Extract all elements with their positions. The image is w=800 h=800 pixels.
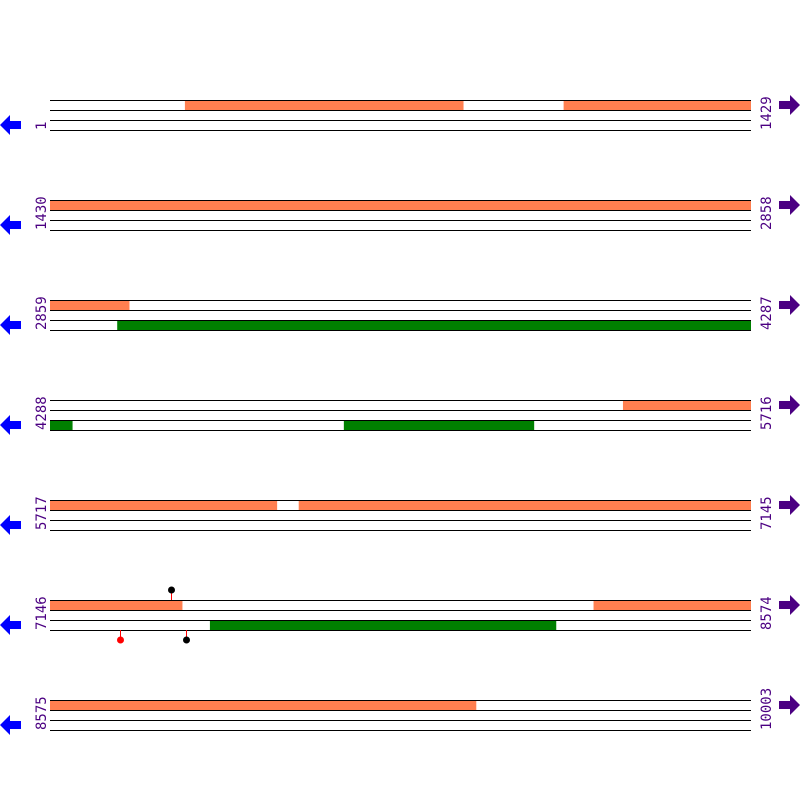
sequence-row: 1430 2858 [0, 195, 800, 235]
arrow-right-icon[interactable] [779, 295, 800, 315]
sequence-row: 5717 7145 [0, 495, 800, 535]
marker-dot[interactable] [117, 636, 124, 644]
row-end-label: 5716 [759, 396, 775, 430]
row-end-label: 4287 [759, 296, 775, 330]
top-strand-feature[interactable] [50, 500, 278, 510]
arrow-right-icon[interactable] [779, 395, 800, 415]
top-strand-feature[interactable] [50, 600, 183, 610]
row-end-label: 1429 [759, 96, 775, 130]
arrow-right-icon[interactable] [779, 695, 800, 715]
arrow-left-icon[interactable] [0, 515, 21, 535]
top-strand-feature[interactable] [622, 400, 751, 410]
arrow-right-icon[interactable] [779, 95, 800, 115]
marker-dot[interactable] [183, 636, 190, 644]
arrow-left-icon[interactable] [0, 315, 21, 335]
top-strand-feature[interactable] [184, 100, 464, 110]
arrow-left-icon[interactable] [0, 615, 21, 635]
row-start-label: 4288 [34, 396, 50, 430]
row-start-label: 1 [34, 122, 50, 130]
row-end-label: 7145 [759, 496, 775, 530]
top-strand-feature[interactable] [50, 700, 477, 710]
bottom-strand-feature[interactable] [209, 620, 557, 630]
arrow-left-icon[interactable] [0, 715, 21, 735]
sequence-row: 1 1429 [0, 95, 800, 135]
bottom-strand-feature[interactable] [50, 420, 73, 430]
top-strand-feature[interactable] [298, 500, 751, 510]
arrow-right-icon[interactable] [779, 195, 800, 215]
top-strand-feature[interactable] [593, 600, 751, 610]
top-strand-feature[interactable] [50, 300, 130, 310]
marker-dot[interactable] [168, 586, 175, 594]
bottom-strand-feature[interactable] [117, 320, 751, 330]
top-strand-feature[interactable] [50, 200, 751, 210]
sequence-row: 4288 5716 [0, 395, 800, 435]
sequence-row: 2859 4287 [0, 295, 800, 335]
row-start-label: 7146 [34, 596, 50, 630]
top-strand-feature[interactable] [563, 100, 751, 110]
arrow-right-icon[interactable] [779, 495, 800, 515]
arrow-right-icon[interactable] [779, 595, 800, 615]
arrow-left-icon[interactable] [0, 115, 21, 135]
sequence-row: 8575 10003 [0, 688, 800, 735]
row-start-label: 5717 [34, 496, 50, 530]
row-end-label: 8574 [759, 596, 775, 630]
row-start-label: 1430 [34, 196, 50, 230]
row-end-label: 2858 [759, 196, 775, 230]
arrow-left-icon[interactable] [0, 215, 21, 235]
row-start-label: 2859 [34, 296, 50, 330]
row-start-label: 8575 [34, 696, 50, 730]
bottom-strand-feature[interactable] [343, 420, 535, 430]
sequence-row: 7146 8574 [0, 586, 800, 644]
arrow-left-icon[interactable] [0, 415, 21, 435]
row-end-label: 10003 [759, 688, 775, 730]
